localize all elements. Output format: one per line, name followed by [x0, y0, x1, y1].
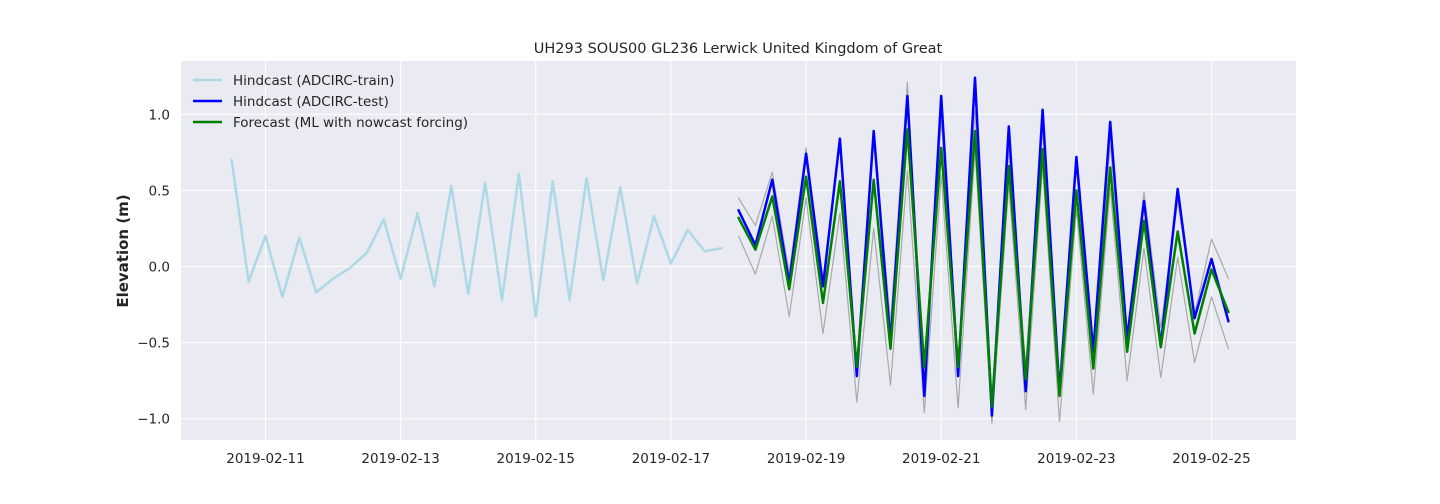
- series-line-forecast: [737, 128, 1230, 408]
- y-tick-label: 0.5: [149, 183, 170, 199]
- legend: Hindcast (ADCIRC-train) Hindcast (ADCIRC-…: [193, 73, 468, 131]
- chart-title: UH293 SOUS00 GL236 Lerwick United Kingdo…: [534, 41, 943, 57]
- x-tick-label: 2019-02-19: [767, 451, 845, 467]
- legend-label: Hindcast (ADCIRC-train): [233, 73, 394, 89]
- series-line-train: [230, 158, 723, 318]
- y-axis-label: Elevation (m): [114, 194, 132, 307]
- y-tick-label: −0.5: [137, 336, 170, 352]
- x-tick-label: 2019-02-23: [1037, 451, 1115, 467]
- y-tick-label: 1.0: [149, 107, 170, 123]
- x-tick-label: 2019-02-25: [1172, 451, 1250, 467]
- y-tick-label: −1.0: [137, 412, 170, 428]
- series-line-test: [737, 76, 1230, 417]
- y-tick-label: 0.0: [149, 259, 170, 275]
- series-lines: [230, 76, 1230, 424]
- x-tick-labels: 2019-02-11 2019-02-13 2019-02-15 2019-02-17…: [226, 451, 1251, 467]
- legend-label: Forecast (ML with nowcast forcing): [233, 115, 468, 131]
- legend-label: Hindcast (ADCIRC-test): [233, 94, 389, 110]
- x-tick-label: 2019-02-21: [902, 451, 980, 467]
- y-tick-labels: −1.0 −0.5 0.0 0.5 1.0: [137, 107, 170, 427]
- x-tick-label: 2019-02-17: [632, 451, 710, 467]
- x-tick-label: 2019-02-11: [226, 451, 304, 467]
- x-tick-label: 2019-02-13: [361, 451, 439, 467]
- x-tick-label: 2019-02-15: [497, 451, 575, 467]
